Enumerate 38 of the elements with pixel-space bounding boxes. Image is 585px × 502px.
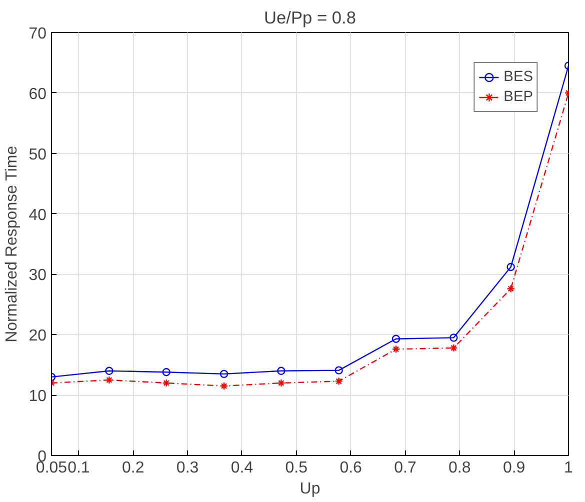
x-axis-title: Up xyxy=(300,480,320,498)
point xyxy=(105,376,114,384)
x-tick-label: 0.8 xyxy=(448,460,471,476)
point xyxy=(162,368,170,376)
legend-label: BEP xyxy=(504,89,533,105)
point xyxy=(334,377,343,386)
legend-label: BES xyxy=(504,69,533,85)
x-tick-label: 0.9 xyxy=(502,460,526,476)
point xyxy=(162,378,170,388)
point xyxy=(506,262,515,272)
point xyxy=(220,382,228,390)
point xyxy=(392,345,400,354)
x-tick-label: 0.6 xyxy=(340,460,362,476)
y-tick-label: 60 xyxy=(28,86,47,103)
point xyxy=(277,366,286,375)
y-tick-label: 70 xyxy=(28,26,47,42)
x-tick-label: 0.2 xyxy=(122,460,144,476)
x-tick-label: 1 xyxy=(564,460,574,476)
y-axis-title: Normalized Response Time xyxy=(4,146,21,342)
y-tick-label: 20 xyxy=(28,328,47,345)
point xyxy=(334,366,343,374)
point xyxy=(450,334,458,342)
x-tick-label: 0.3 xyxy=(176,460,199,476)
chart-title: Ue/Pp = 0.8 xyxy=(264,8,356,28)
x-tick-label: 0.4 xyxy=(230,460,254,476)
point xyxy=(105,366,114,375)
x-tick-label: 0.5 xyxy=(285,460,308,476)
y-tick-label: 50 xyxy=(28,146,47,164)
point xyxy=(506,284,515,293)
point xyxy=(450,344,458,352)
x-tick-label: 0.7 xyxy=(394,460,416,476)
point xyxy=(220,370,228,378)
point xyxy=(277,378,286,388)
y-tick-label: 10 xyxy=(28,388,47,406)
point xyxy=(392,334,400,343)
x-tick-label: 0.1 xyxy=(68,460,90,476)
y-tick-label: 30 xyxy=(28,267,47,284)
y-tick-label: 40 xyxy=(28,206,47,224)
